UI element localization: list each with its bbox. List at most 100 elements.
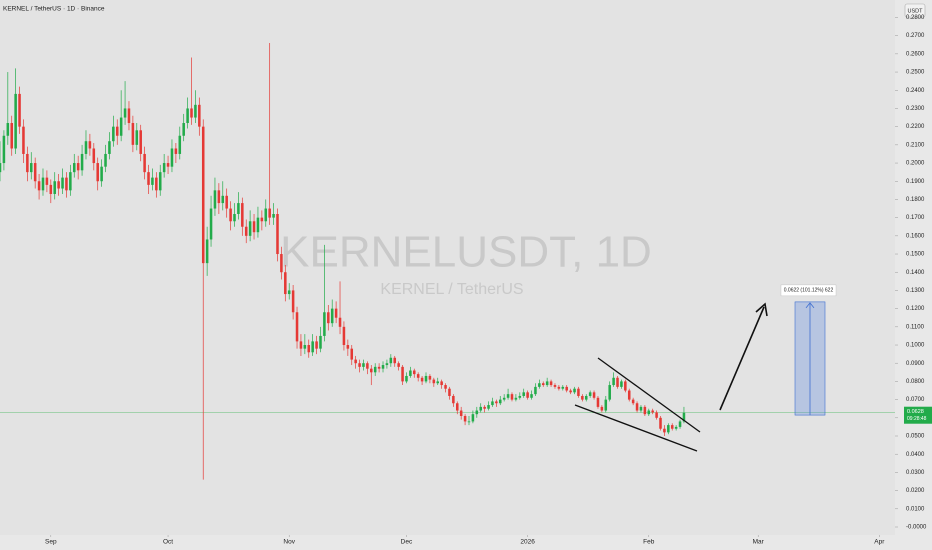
candle-body bbox=[225, 195, 228, 209]
candle-body bbox=[198, 104, 201, 127]
y-tick-label: 0.2100 bbox=[906, 142, 925, 148]
y-tick-label: 0.1400 bbox=[906, 270, 925, 276]
candle-body bbox=[174, 148, 178, 154]
candle-body bbox=[26, 153, 29, 173]
candle-body bbox=[123, 108, 127, 118]
candle-body bbox=[291, 290, 295, 313]
candle-body bbox=[448, 388, 451, 396]
candle-body bbox=[467, 421, 471, 423]
y-tick-label: 0.2300 bbox=[906, 106, 925, 112]
y-tick-label: 0.1000 bbox=[906, 343, 925, 349]
candle-body bbox=[545, 381, 549, 386]
candle-body bbox=[151, 177, 154, 185]
candle-body bbox=[256, 217, 260, 233]
price-tag-value: 0.0628 bbox=[907, 409, 924, 415]
y-tick-label: 0.2400 bbox=[906, 88, 925, 94]
y-tick-label: 0.2600 bbox=[906, 51, 925, 57]
projection-arrow-head bbox=[805, 302, 815, 309]
watermark-symbol: KERNELUSDT, 1D bbox=[280, 228, 652, 277]
candle-body bbox=[377, 366, 381, 369]
y-tick-label: 0.0500 bbox=[906, 434, 925, 440]
candle-body bbox=[381, 365, 385, 369]
candle-body bbox=[201, 126, 205, 264]
candle-body bbox=[49, 184, 53, 194]
candle-body bbox=[327, 312, 330, 324]
candle-body bbox=[139, 130, 142, 154]
candle-body bbox=[647, 410, 651, 415]
candle-body bbox=[280, 254, 283, 273]
y-tick-label: 0.0400 bbox=[906, 452, 925, 458]
candle-body bbox=[573, 388, 576, 393]
candle-body bbox=[663, 428, 666, 433]
candle-body bbox=[409, 370, 412, 376]
y-tick-label: 0.1500 bbox=[906, 252, 925, 258]
wedge-lower bbox=[574, 404, 698, 452]
candle-body bbox=[643, 406, 647, 415]
candle-body bbox=[370, 368, 373, 373]
candle-body bbox=[276, 214, 279, 255]
candle-body bbox=[596, 397, 600, 407]
candle-body bbox=[616, 377, 619, 387]
candle-body bbox=[72, 163, 76, 173]
candle-body bbox=[33, 163, 37, 182]
candle-body bbox=[526, 392, 529, 398]
y-tick-label: 0.0700 bbox=[906, 397, 925, 403]
candle-body bbox=[651, 410, 654, 413]
candle-body bbox=[620, 381, 623, 387]
candle-body bbox=[452, 395, 455, 404]
candle-body bbox=[557, 386, 561, 389]
candle-body bbox=[229, 208, 232, 222]
currency: USDT bbox=[908, 8, 924, 14]
y-tick-label: 0.1200 bbox=[906, 306, 925, 312]
candle-body bbox=[420, 377, 424, 382]
candle-body bbox=[237, 203, 240, 214]
y-tick-label: 0.2800 bbox=[906, 15, 925, 21]
y-tick-label: 0.2700 bbox=[906, 33, 925, 39]
candle-body bbox=[14, 93, 17, 149]
candle-body bbox=[61, 177, 64, 189]
candle-body bbox=[334, 308, 338, 318]
candle-body bbox=[428, 375, 432, 380]
candle-body bbox=[522, 392, 525, 396]
y-tick-label: 0.1700 bbox=[906, 215, 925, 221]
candle-body bbox=[69, 172, 72, 191]
candle-body bbox=[624, 381, 627, 391]
y-tick-label: 0.2200 bbox=[906, 124, 925, 130]
candle-body bbox=[600, 406, 604, 411]
candle-body bbox=[209, 208, 213, 240]
candle-body bbox=[436, 381, 439, 384]
candle-body bbox=[440, 381, 443, 386]
x-tick-label: Nov bbox=[283, 539, 295, 546]
candle-body bbox=[565, 386, 568, 391]
candle-body bbox=[534, 386, 537, 395]
candle-body bbox=[162, 163, 166, 173]
candle-body bbox=[0, 163, 2, 173]
candle-body bbox=[205, 239, 209, 264]
candle-body bbox=[608, 385, 611, 400]
candle-body bbox=[248, 221, 252, 236]
candle-body bbox=[471, 414, 475, 422]
y-tick-label: 0.2000 bbox=[906, 161, 925, 167]
candle-body bbox=[432, 379, 436, 384]
candle-body bbox=[260, 217, 264, 222]
candle-body bbox=[350, 348, 354, 360]
y-tick-label: 0.0800 bbox=[906, 379, 925, 385]
y-tick-label: -0.0000 bbox=[906, 525, 927, 531]
candle-body bbox=[135, 130, 139, 145]
candle-body bbox=[170, 148, 174, 167]
candle-body bbox=[456, 403, 459, 411]
arrow-shaft bbox=[719, 306, 765, 411]
x-tick-label: Oct bbox=[163, 539, 173, 546]
candle-body bbox=[393, 357, 397, 364]
candle-body bbox=[569, 390, 572, 393]
candle-body bbox=[80, 153, 84, 171]
candle-body bbox=[530, 394, 533, 398]
candle-body bbox=[635, 403, 639, 411]
candle-body bbox=[541, 383, 545, 386]
candle-body bbox=[45, 177, 49, 185]
projection-label-box bbox=[780, 284, 837, 297]
candle-body bbox=[178, 135, 182, 154]
candle-body bbox=[655, 412, 658, 418]
price-tag bbox=[904, 406, 932, 424]
